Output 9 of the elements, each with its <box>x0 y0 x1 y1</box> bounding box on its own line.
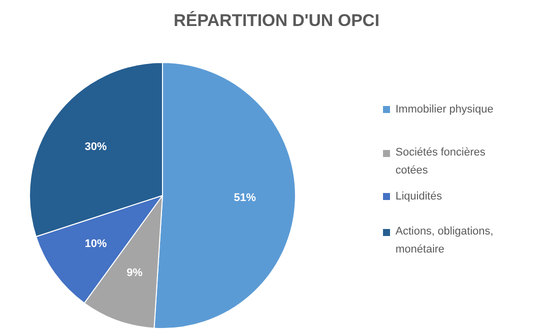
chart-title: RÉPARTITION D'UN OPCI <box>174 10 380 30</box>
legend-label: Immobilier physique <box>396 104 494 116</box>
legend-label: Liquidités <box>396 190 442 202</box>
data-label: 30% <box>84 141 108 154</box>
data-label: 51% <box>234 192 256 204</box>
data-label: 9% <box>126 267 143 280</box>
legend-label: Actions, obligations, monétaire <box>396 226 494 256</box>
legend-label: Sociétés foncières cotées <box>396 146 486 176</box>
data-label: 10% <box>84 238 108 250</box>
